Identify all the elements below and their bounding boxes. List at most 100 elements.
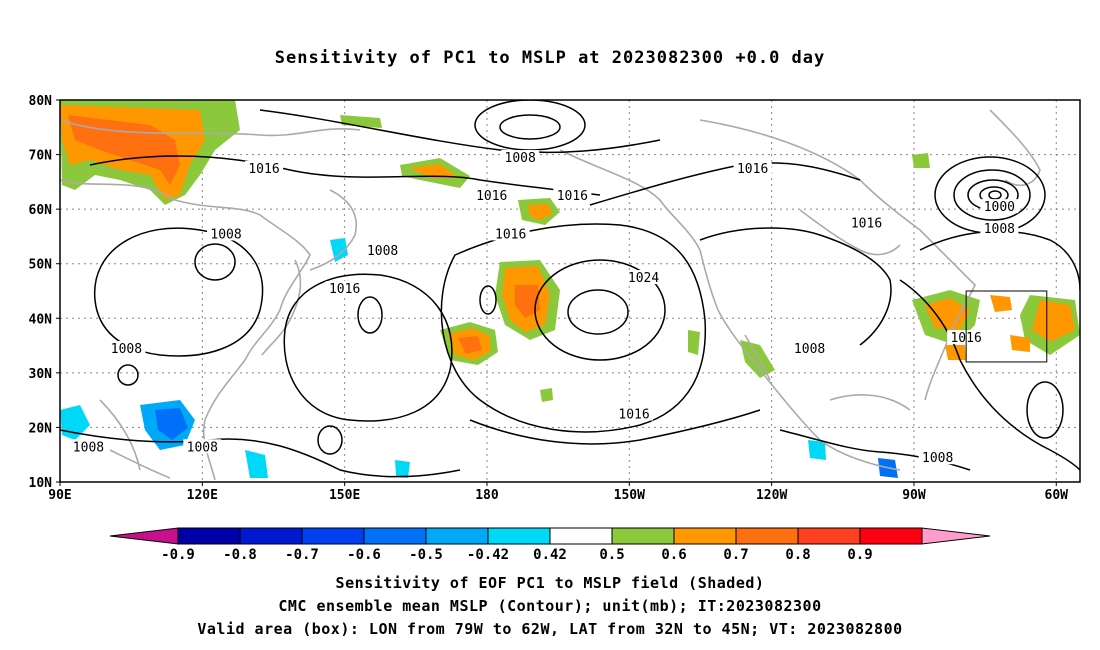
colorbar-box-7 [611,527,675,545]
colorbar-tick-label: -0.7 [285,547,319,563]
contour-label-bg [980,199,1019,214]
contour-label-bg [472,188,511,203]
colorbar-box-5 [487,527,551,545]
contour-1016-atlantic [899,279,1080,471]
map-frame [59,99,1081,483]
contour-label-1000: 1000 [984,200,1015,215]
contour-label-1008: 1008 [505,151,536,166]
coast-canada [699,119,921,231]
colorbar-tick-label: -0.8 [223,547,257,563]
shade-npac-red [515,285,540,318]
shade-tropic-cyan1 [245,450,268,478]
contour-label-1016: 1016 [248,162,279,177]
coast-kamchatka [309,189,357,271]
colorbar-tick-label: -0.6 [347,547,381,563]
contour-1016-north [89,155,601,196]
shade-aleut-orange [528,204,552,220]
contour-label-bg [790,341,829,356]
contour-label-1008: 1008 [367,244,398,259]
coast-hudson [799,209,901,256]
lat-label-50N: 50N [29,258,53,273]
longitude-labels: 90E 120E 150E 180 150W 120W 90W 60W [48,488,1068,503]
lon-label-150E: 150E [329,488,360,503]
colorbar-box-8 [673,527,737,545]
colorbar-box-6 [549,527,613,545]
lat-label-20N: 20N [29,421,53,436]
contour-label-bg [553,188,592,203]
colorbar-tick-label: 0.7 [723,547,748,563]
figure-title: Sensitivity of PC1 to MSLP at 2023082300… [274,48,826,68]
contour-label-bg [980,220,1019,235]
contour-label-1008: 1008 [73,440,104,455]
shade-atl-orange [925,298,970,330]
coast-arctic [60,119,361,137]
contour-na-trough [699,227,892,346]
contour-bering-low-inner [499,114,561,140]
colorbar-low-extension [109,527,179,545]
contour-label-1016: 1016 [495,227,526,242]
footer-line-shaded: Sensitivity of EOF PC1 to MSLP field (Sh… [335,574,765,592]
colorbar-box-10 [797,527,861,545]
lat-label-30N: 30N [29,367,53,382]
coast-se-asia [99,399,171,479]
contour-label-1016: 1016 [618,408,649,423]
contour-label-bg [363,242,402,257]
colorbar-box-1 [239,527,303,545]
contour-small-asia2 [117,364,139,386]
shade-baja-green [740,340,775,378]
colorbar: -0.9 -0.8 -0.7 -0.6 -0.5 -0.42 0.42 0.5 0.6 0.7 0.… [109,527,991,563]
colorbar-box-4 [425,527,489,545]
coast-na-west [699,249,901,471]
contour-label-1016: 1016 [851,217,882,232]
colorbar-box-2 [301,527,365,545]
lat-label-40N: 40N [29,312,53,327]
coast-gulf [829,394,911,411]
shade-bering-orange [410,164,458,178]
lat-label-80N: 80N [29,94,53,109]
lon-label-90W: 90W [902,488,926,503]
map-background [60,100,1080,482]
contour-label-1024: 1024 [628,271,659,286]
contour-labels: 1016 1008 1016 1016 1016 1000 1008 1016 1008 1008… [69,150,1019,466]
contour-label-bg [325,281,364,295]
coast-japan [261,259,302,356]
contour-label-1016: 1016 [476,189,507,204]
contour-low-1000-e [988,190,1002,200]
contour-label-1008: 1008 [922,451,953,466]
shade-atl5-orange [945,345,966,360]
contour-label-bg [624,270,663,285]
colorbar-box-9 [735,527,799,545]
contour-label-1016: 1016 [329,282,360,297]
shade-carib-cyan [808,440,826,460]
lat-label-10N: 10N [29,476,53,491]
lon-label-120W: 120W [756,488,787,503]
contour-label-1008: 1008 [794,342,825,357]
shade-jp-cyan [330,238,348,262]
contour-atl-high [1026,381,1064,439]
colorbar-tick-label: -0.9 [161,547,195,563]
contour-small-npac [479,285,497,315]
contour-high-inner [567,289,629,335]
footer-line-contour: CMC ensemble mean MSLP (Contour); unit(m… [278,597,822,615]
footer-line-valid-area: Valid area (box): LON from 79W to 62W, L… [197,620,903,638]
contour-label-bg [491,226,530,241]
contour-small-tropic [317,425,343,455]
colorbar-tick-label: 0.5 [599,547,624,563]
colorbar-high-extension [921,527,991,545]
lon-label-60W: 60W [1045,488,1069,503]
contour-1008-tropics [60,429,461,478]
colorbar-box-3 [363,527,427,545]
shade-atl2-orange [1032,300,1075,342]
shade-atl3-orange [990,295,1012,312]
contour-label-1008: 1008 [210,227,241,242]
contour-label-1008: 1008 [187,440,218,455]
axis-ticks [56,99,1057,486]
lat-label-70N: 70N [29,149,53,164]
contour-asia-low [194,243,236,281]
shade-green-gulf [912,153,930,168]
colorbar-tick-label: 0.9 [847,547,872,563]
contour-label-1016: 1016 [557,189,588,204]
coastlines [60,109,1041,481]
contour-1008-atlantic [919,230,1080,291]
shade-atl4-orange [1010,335,1030,352]
